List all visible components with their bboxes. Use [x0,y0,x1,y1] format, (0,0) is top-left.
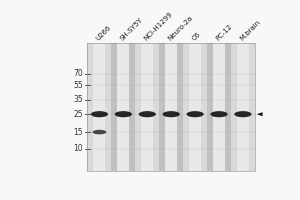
Text: U266: U266 [95,24,112,42]
Ellipse shape [139,111,156,117]
Bar [117,43,129,171]
Ellipse shape [115,111,132,117]
Bar [141,43,153,171]
Bar [94,43,105,171]
Text: NCI-H1299: NCI-H1299 [143,11,174,42]
Text: C6: C6 [191,31,202,42]
Bar [88,43,255,171]
Bar [189,43,201,171]
Bar [111,43,135,171]
Ellipse shape [210,111,228,117]
Bar [213,43,225,171]
Text: 15: 15 [74,128,83,137]
Bar [183,43,207,171]
Bar [88,43,111,171]
Bar [207,43,231,171]
Ellipse shape [91,111,108,117]
Text: 70: 70 [74,69,83,78]
Polygon shape [257,112,262,116]
Ellipse shape [163,111,180,117]
Text: 55: 55 [74,81,83,90]
Text: 25: 25 [74,110,83,119]
Bar [88,43,255,171]
Ellipse shape [234,111,251,117]
Ellipse shape [187,111,204,117]
Text: SH-SY5Y: SH-SY5Y [119,17,144,42]
Text: 10: 10 [74,144,83,153]
Ellipse shape [92,130,106,134]
Text: M.brain: M.brain [239,19,262,42]
Bar [237,43,249,171]
Text: 35: 35 [74,95,83,104]
Bar [165,43,177,171]
Text: Neuro-2a: Neuro-2a [167,15,194,42]
Bar [135,43,159,171]
Bar [159,43,183,171]
Text: PC-12: PC-12 [215,23,233,42]
Bar [231,43,255,171]
